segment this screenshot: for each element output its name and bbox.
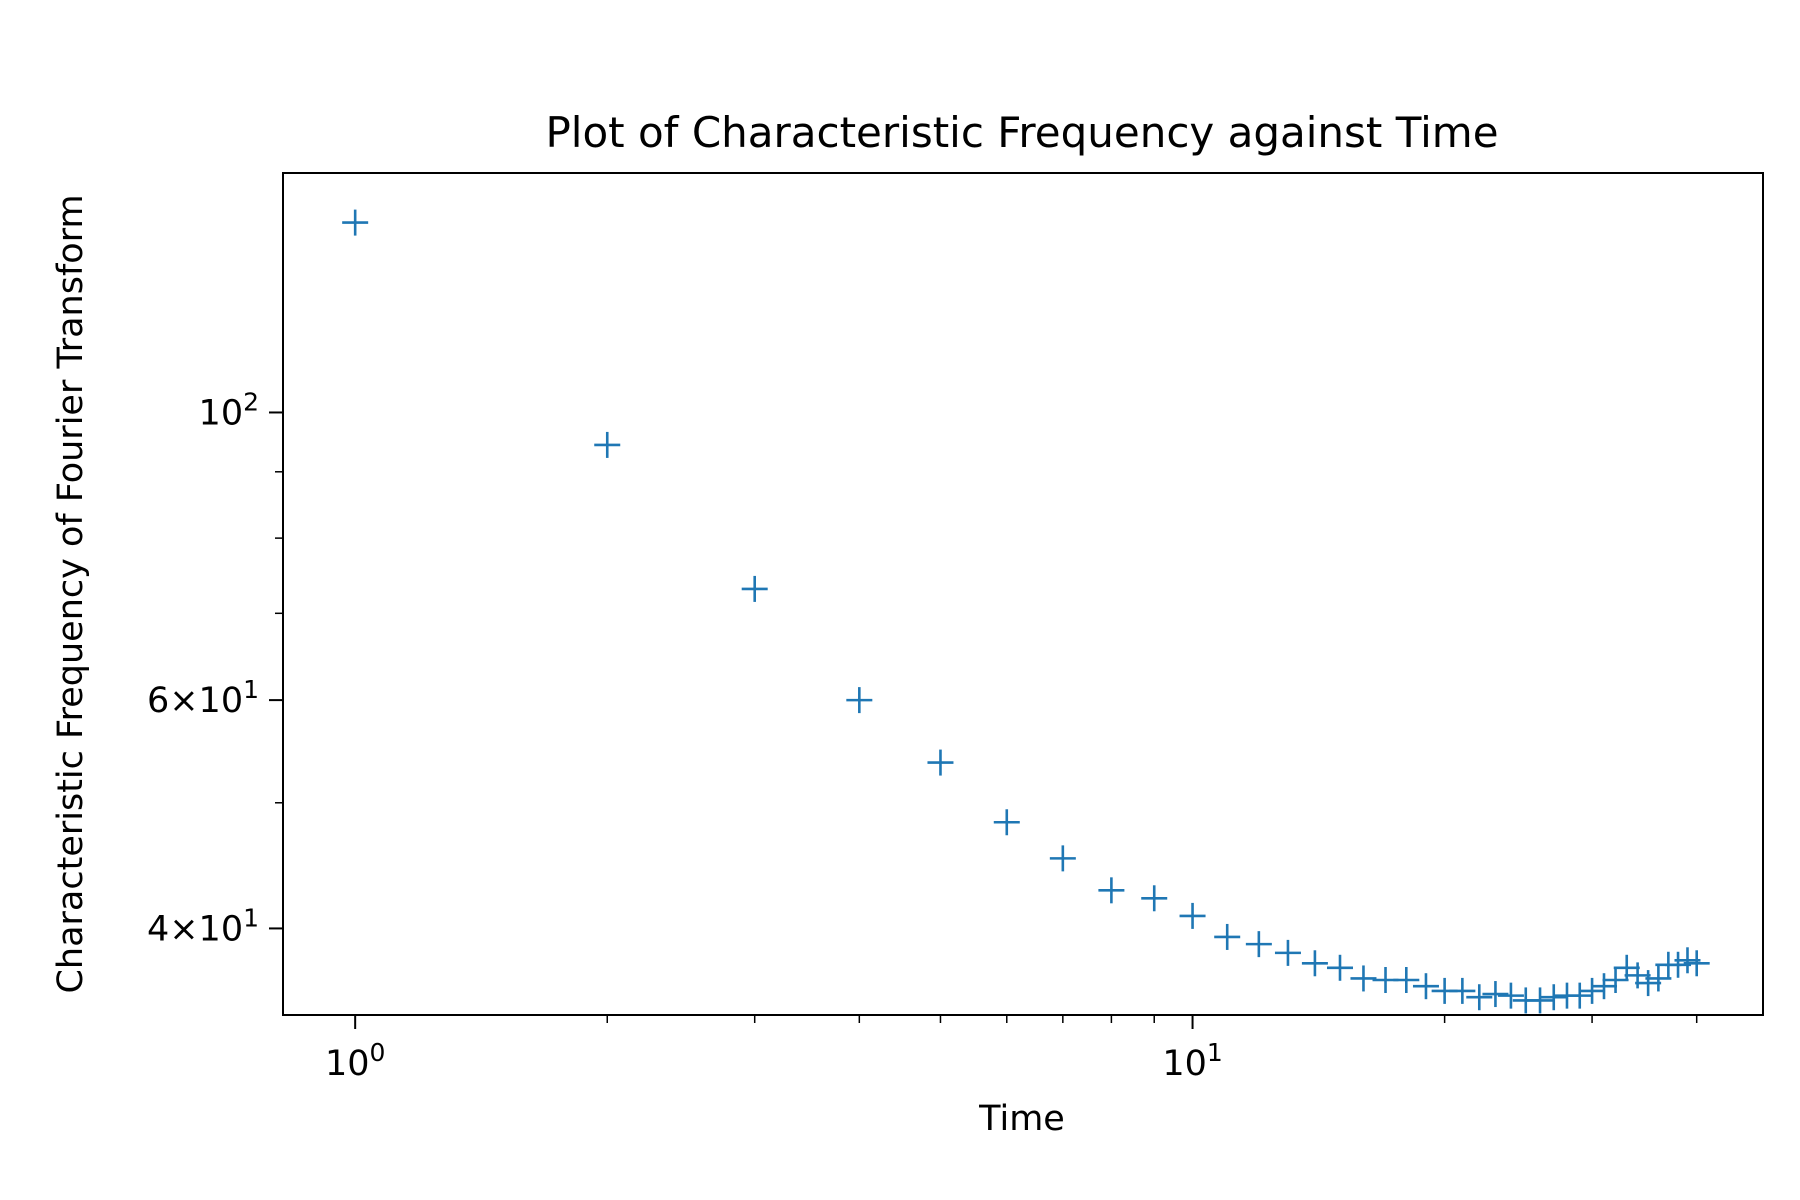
data-point — [1527, 987, 1554, 1014]
data-point — [1049, 845, 1076, 872]
data-point — [1466, 984, 1493, 1011]
x-tick-label: 100 — [325, 1038, 385, 1084]
plot-frame — [282, 172, 1764, 1016]
y-tick-label: 102 — [199, 387, 259, 433]
data-point — [342, 209, 369, 236]
data-point — [1602, 966, 1629, 993]
data-point — [927, 749, 954, 776]
data-point — [1645, 965, 1672, 992]
data-point — [1635, 970, 1662, 997]
data-point — [993, 809, 1020, 836]
data-point — [1482, 981, 1509, 1008]
data-point — [1540, 984, 1567, 1011]
y-tick-label: 6×101 — [147, 675, 259, 721]
data-points — [342, 209, 1710, 1014]
data-point — [1274, 939, 1301, 966]
data-point — [1412, 973, 1439, 1000]
y-axis-label: Characteristic Frequency of Fourier Tran… — [51, 194, 91, 993]
chart-title: Plot of Characteristic Frequency against… — [545, 108, 1498, 157]
data-point — [1141, 885, 1168, 912]
data-point — [1350, 965, 1377, 992]
x-axis-label: Time — [978, 1099, 1065, 1139]
y-tick-label: 4×101 — [147, 903, 259, 949]
data-point — [1683, 950, 1710, 977]
data-point — [1098, 877, 1125, 904]
x-axis: 100 101 — [325, 1015, 1698, 1084]
data-point — [1393, 966, 1420, 993]
data-point — [846, 687, 873, 714]
x-tick-label: 101 — [1162, 1038, 1222, 1084]
data-point — [1214, 923, 1241, 950]
data-point — [1566, 982, 1593, 1009]
data-point — [1301, 950, 1328, 977]
y-axis: 102 6×101 4×101 — [147, 387, 283, 949]
data-point — [1590, 973, 1617, 1000]
data-point — [1449, 977, 1476, 1004]
data-point — [1245, 931, 1272, 958]
data-point — [741, 575, 768, 602]
data-point — [1326, 954, 1353, 981]
data-point — [1497, 982, 1524, 1009]
data-point — [1579, 977, 1606, 1004]
data-point — [594, 431, 621, 458]
data-point — [1179, 902, 1206, 929]
